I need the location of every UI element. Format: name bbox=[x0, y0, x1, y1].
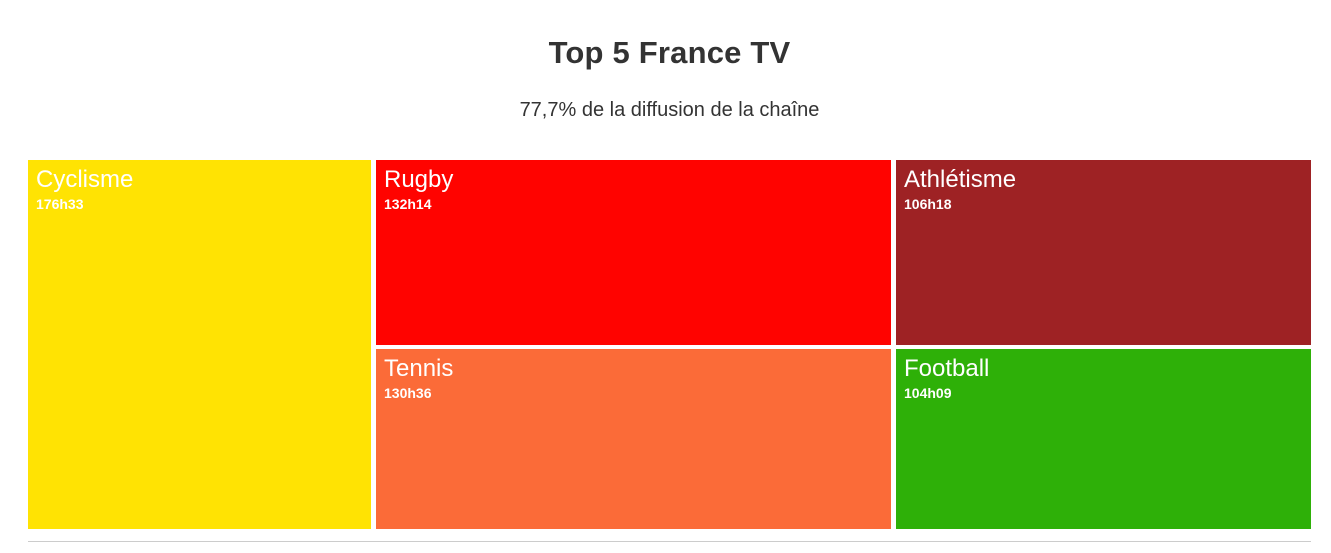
treemap-cell-athletisme[interactable]: Athlétisme 106h18 bbox=[896, 160, 1311, 345]
cell-label: Athlétisme bbox=[904, 166, 1017, 193]
chart-header: Top 5 France TV 77,7% de la diffusion de… bbox=[28, 0, 1311, 122]
cell-label: Cyclisme bbox=[36, 166, 134, 193]
cell-label: Football bbox=[904, 355, 990, 382]
cell-value: 104h09 bbox=[904, 385, 952, 401]
cell-value: 132h14 bbox=[384, 196, 432, 212]
treemap-cell-tennis[interactable]: Tennis 130h36 bbox=[376, 349, 891, 529]
treemap-cell-rugby[interactable]: Rugby 132h14 bbox=[376, 160, 891, 345]
cell-label: Tennis bbox=[384, 355, 454, 382]
treemap: Cyclisme 176h33 Rugby 132h14 Tennis 130h… bbox=[28, 160, 1311, 529]
bottom-divider-line bbox=[28, 541, 1311, 542]
cell-value: 130h36 bbox=[384, 385, 432, 401]
chart-title: Top 5 France TV bbox=[548, 35, 791, 70]
chart-subtitle: 77,7% de la diffusion de la chaîne bbox=[519, 99, 820, 122]
cell-label: Rugby bbox=[384, 166, 454, 193]
cell-value: 176h33 bbox=[36, 196, 84, 212]
treemap-cell-cyclisme[interactable]: Cyclisme 176h33 bbox=[28, 160, 371, 529]
cell-value: 106h18 bbox=[904, 196, 952, 212]
treemap-cell-football[interactable]: Football 104h09 bbox=[896, 349, 1311, 529]
